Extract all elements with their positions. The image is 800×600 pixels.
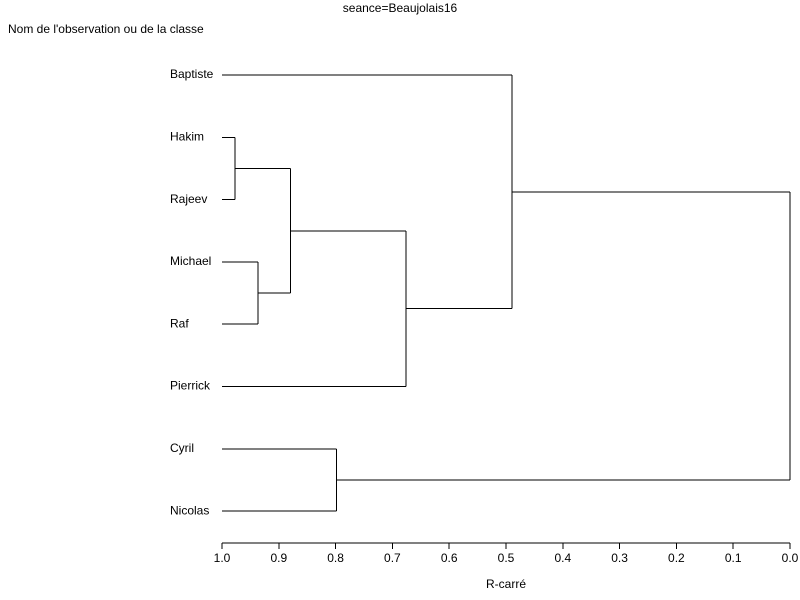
merge-link (222, 448, 338, 512)
y-axis-title: Nom de l'observation ou de la classe (8, 22, 204, 36)
x-tick-label: 0.6 (441, 551, 458, 565)
leaf-label: Hakim (170, 129, 204, 143)
x-tick-label: 0.1 (725, 551, 742, 565)
leaf-label: Nicolas (170, 503, 209, 517)
x-tick-label: 0.8 (327, 551, 344, 565)
x-tick-label: 1.0 (214, 551, 231, 565)
x-tick-label: 0.0 (782, 551, 799, 565)
merge-link (235, 167, 292, 294)
x-tick-label: 0.2 (668, 551, 685, 565)
leaf-label: Baptiste (170, 67, 214, 81)
leaf-label: Michael (170, 254, 211, 268)
merge-link (222, 261, 259, 325)
leaf-label: Raf (170, 316, 189, 330)
merge-link (222, 136, 236, 201)
leaf-label: Cyril (170, 441, 194, 455)
leaf-label: Rajeev (170, 192, 207, 206)
x-tick-label: 0.9 (270, 551, 287, 565)
chart-title: seance=Beaujolais16 (343, 1, 458, 15)
x-tick-label: 0.5 (498, 551, 515, 565)
merge-link (336, 191, 791, 481)
x-tick-label: 0.3 (611, 551, 628, 565)
x-axis-title: R-carré (486, 577, 526, 591)
x-tick-label: 0.4 (554, 551, 571, 565)
merge-link (222, 230, 407, 387)
leaf-label: Pierrick (170, 379, 211, 393)
x-tick-label: 0.7 (384, 551, 401, 565)
merge-link (222, 74, 513, 310)
